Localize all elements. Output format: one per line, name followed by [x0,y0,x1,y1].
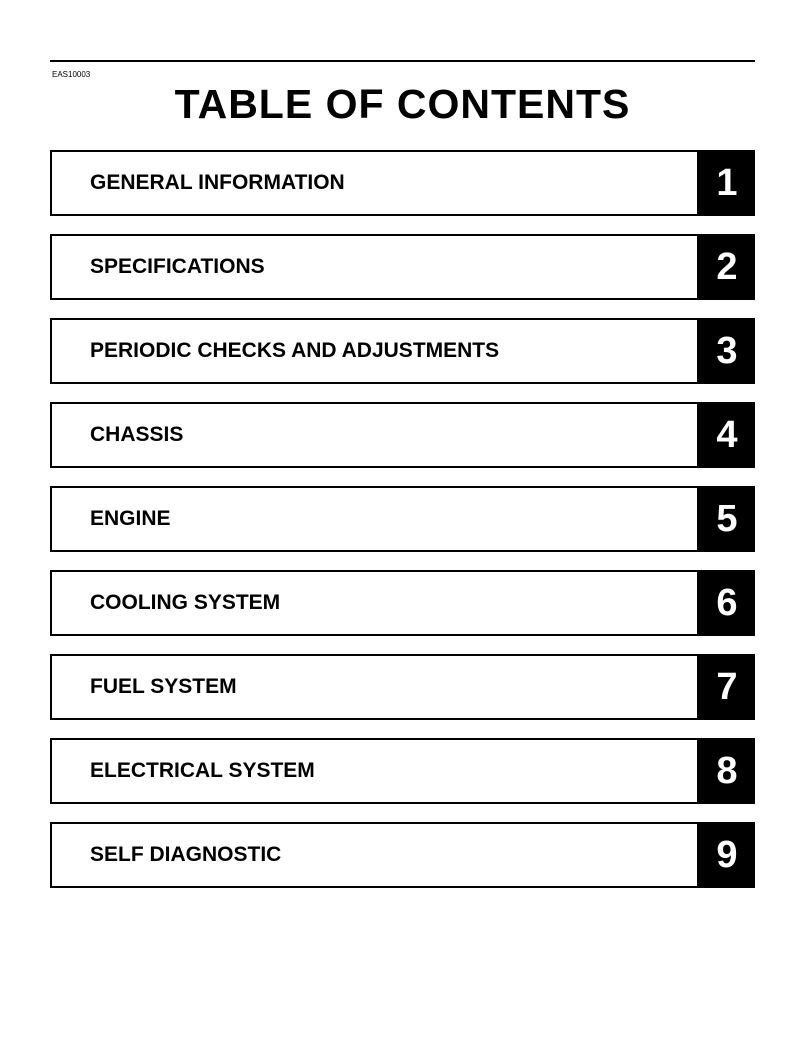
toc-row[interactable]: COOLING SYSTEM 6 [50,570,755,636]
toc-label: FUEL SYSTEM [90,675,237,699]
toc-label-box: CHASSIS [50,402,699,468]
toc-number: 1 [716,162,737,205]
top-divider [50,60,755,62]
toc-label: PERIODIC CHECKS AND ADJUSTMENTS [90,339,499,363]
toc-row[interactable]: SPECIFICATIONS 2 [50,234,755,300]
toc-number: 6 [716,582,737,625]
toc-label-box: PERIODIC CHECKS AND ADJUSTMENTS [50,318,699,384]
toc-label-box: ENGINE [50,486,699,552]
toc-number-box: 1 [699,150,755,216]
toc-row[interactable]: PERIODIC CHECKS AND ADJUSTMENTS 3 [50,318,755,384]
toc-label: ELECTRICAL SYSTEM [90,759,315,783]
toc-label-box: SELF DIAGNOSTIC [50,822,699,888]
toc-number: 5 [716,498,737,541]
toc-label: SPECIFICATIONS [90,255,265,279]
toc-number: 2 [716,246,737,289]
page-title: TABLE OF CONTENTS [50,81,755,128]
toc-number-box: 3 [699,318,755,384]
toc-label: ENGINE [90,507,171,531]
toc-number-box: 5 [699,486,755,552]
toc-row[interactable]: FUEL SYSTEM 7 [50,654,755,720]
toc-label: CHASSIS [90,423,183,447]
toc-number: 7 [716,666,737,709]
toc-label-box: SPECIFICATIONS [50,234,699,300]
toc-number-box: 2 [699,234,755,300]
document-code: EAS10003 [52,70,755,79]
toc-number: 8 [716,750,737,793]
toc-row[interactable]: CHASSIS 4 [50,402,755,468]
toc-number-box: 4 [699,402,755,468]
toc-number-box: 6 [699,570,755,636]
toc-label: SELF DIAGNOSTIC [90,843,281,867]
toc-label: GENERAL INFORMATION [90,171,345,195]
toc-number: 3 [716,330,737,373]
toc-list: GENERAL INFORMATION 1 SPECIFICATIONS 2 P… [50,150,755,888]
toc-row[interactable]: SELF DIAGNOSTIC 9 [50,822,755,888]
toc-row[interactable]: GENERAL INFORMATION 1 [50,150,755,216]
toc-number: 4 [716,414,737,457]
toc-row[interactable]: ELECTRICAL SYSTEM 8 [50,738,755,804]
toc-number-box: 9 [699,822,755,888]
toc-number-box: 7 [699,654,755,720]
toc-number-box: 8 [699,738,755,804]
toc-label-box: GENERAL INFORMATION [50,150,699,216]
toc-label-box: COOLING SYSTEM [50,570,699,636]
toc-row[interactable]: ENGINE 5 [50,486,755,552]
toc-number: 9 [716,834,737,877]
toc-label-box: FUEL SYSTEM [50,654,699,720]
toc-label-box: ELECTRICAL SYSTEM [50,738,699,804]
toc-label: COOLING SYSTEM [90,591,280,615]
